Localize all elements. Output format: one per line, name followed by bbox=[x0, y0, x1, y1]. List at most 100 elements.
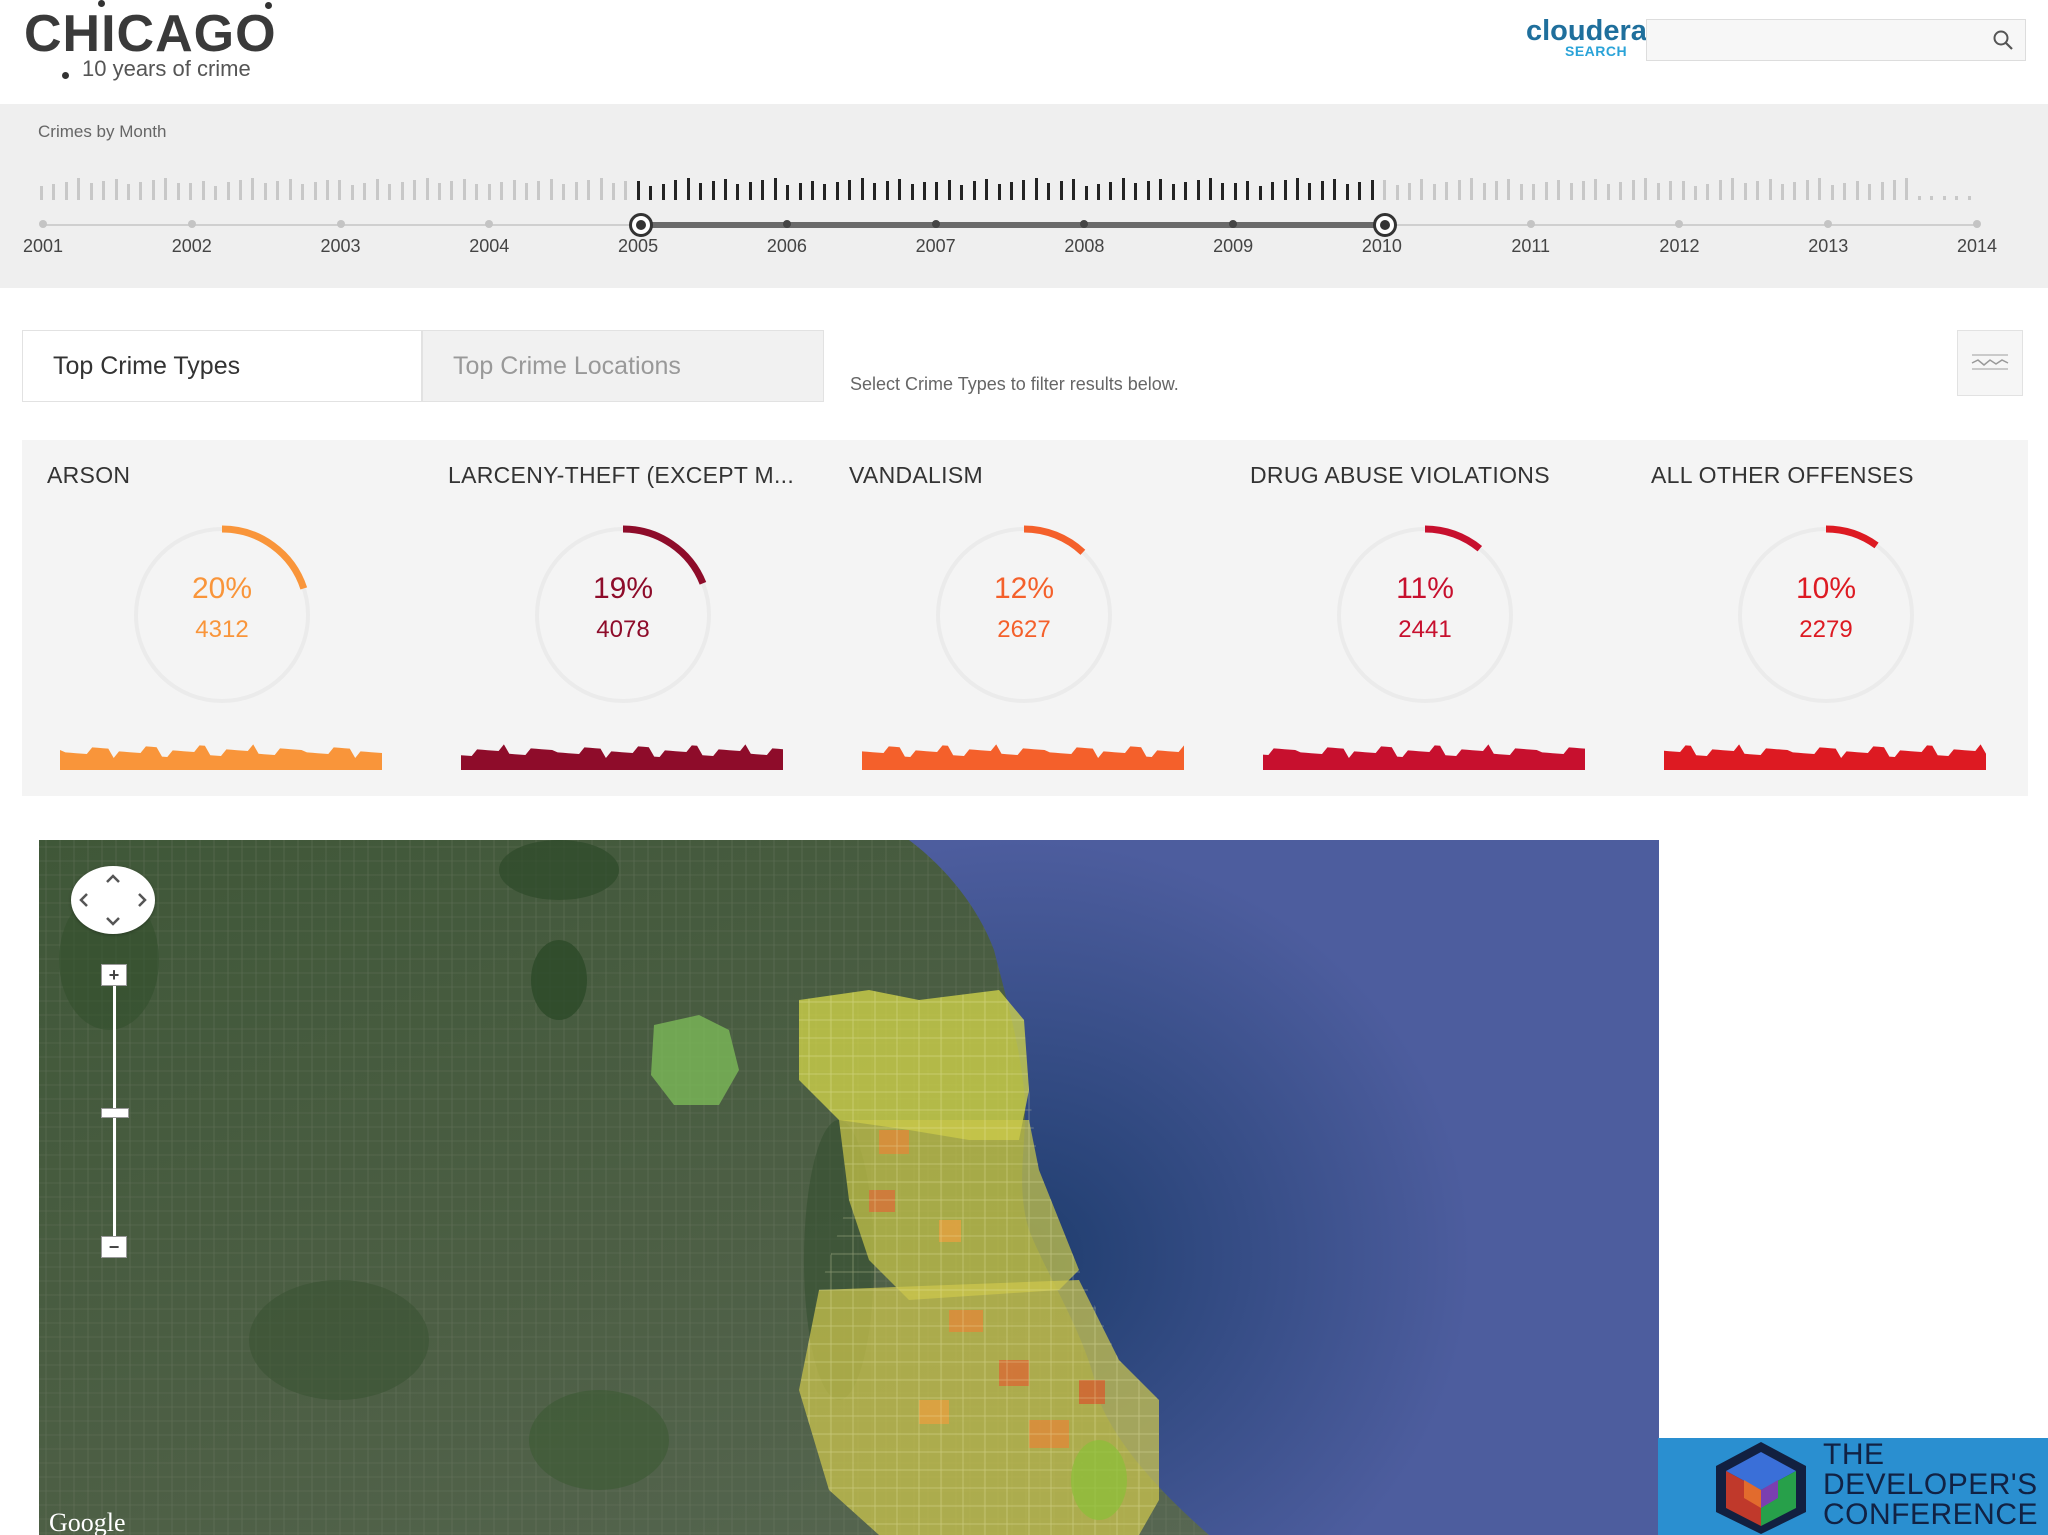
month-tick[interactable] bbox=[1917, 196, 1921, 200]
month-tick[interactable] bbox=[1930, 196, 1934, 200]
month-tick[interactable] bbox=[450, 181, 454, 200]
month-tick[interactable] bbox=[301, 184, 305, 200]
year-axis[interactable] bbox=[39, 213, 1981, 237]
month-tick[interactable] bbox=[1171, 184, 1175, 200]
year-dot[interactable] bbox=[1229, 220, 1238, 228]
month-tick[interactable] bbox=[1022, 180, 1026, 200]
month-tick[interactable] bbox=[860, 178, 864, 200]
month-tick[interactable] bbox=[997, 184, 1001, 200]
month-tick[interactable] bbox=[885, 181, 889, 200]
month-tick[interactable] bbox=[1544, 182, 1548, 200]
monthly-ticks[interactable] bbox=[40, 172, 1980, 200]
month-tick[interactable] bbox=[574, 182, 578, 200]
month-tick[interactable] bbox=[1445, 182, 1449, 200]
zoom-slider-handle[interactable] bbox=[101, 1108, 129, 1118]
month-tick[interactable] bbox=[873, 183, 877, 200]
month-tick[interactable] bbox=[251, 178, 255, 200]
month-tick[interactable] bbox=[587, 180, 591, 200]
month-tick[interactable] bbox=[1258, 186, 1262, 200]
tab-top-crime-locations[interactable]: Top Crime Locations bbox=[422, 330, 824, 402]
crime-card[interactable]: ARSON 20% 4312 bbox=[22, 440, 422, 796]
month-tick[interactable] bbox=[425, 178, 429, 200]
month-tick[interactable] bbox=[1805, 180, 1809, 200]
month-tick[interactable] bbox=[114, 179, 118, 200]
month-tick[interactable] bbox=[661, 184, 665, 200]
month-tick[interactable] bbox=[127, 184, 131, 200]
year-dot[interactable] bbox=[187, 220, 196, 228]
year-dot[interactable] bbox=[1526, 220, 1535, 228]
month-tick[interactable] bbox=[1731, 178, 1735, 200]
month-tick[interactable] bbox=[462, 179, 466, 200]
month-tick[interactable] bbox=[649, 186, 653, 200]
month-tick[interactable] bbox=[1320, 181, 1324, 200]
month-tick[interactable] bbox=[214, 186, 218, 200]
month-tick[interactable] bbox=[1059, 181, 1063, 200]
crime-card[interactable]: ALL OTHER OFFENSES 10% 2279 bbox=[1626, 440, 2026, 796]
month-tick[interactable] bbox=[1507, 179, 1511, 200]
year-dot[interactable] bbox=[1824, 220, 1833, 228]
month-tick[interactable] bbox=[487, 184, 491, 200]
month-tick[interactable] bbox=[699, 183, 703, 200]
month-tick[interactable] bbox=[338, 180, 342, 200]
month-tick[interactable] bbox=[1569, 183, 1573, 200]
month-tick[interactable] bbox=[960, 185, 964, 200]
month-tick[interactable] bbox=[1644, 178, 1648, 200]
month-tick[interactable] bbox=[189, 183, 193, 200]
month-tick[interactable] bbox=[1631, 180, 1635, 200]
month-tick[interactable] bbox=[313, 182, 317, 200]
month-tick[interactable] bbox=[388, 184, 392, 200]
range-start-handle[interactable] bbox=[629, 213, 654, 237]
month-tick[interactable] bbox=[1693, 186, 1697, 200]
month-tick[interactable] bbox=[1308, 183, 1312, 200]
month-tick[interactable] bbox=[1532, 184, 1536, 200]
month-tick[interactable] bbox=[413, 180, 417, 200]
month-tick[interactable] bbox=[1296, 178, 1300, 200]
month-tick[interactable] bbox=[1121, 178, 1125, 200]
month-tick[interactable] bbox=[1470, 178, 1474, 200]
month-tick[interactable] bbox=[400, 182, 404, 200]
month-tick[interactable] bbox=[1221, 183, 1225, 200]
month-tick[interactable] bbox=[276, 181, 280, 200]
month-tick[interactable] bbox=[823, 184, 827, 200]
month-tick[interactable] bbox=[1681, 181, 1685, 200]
month-tick[interactable] bbox=[525, 183, 528, 200]
month-tick[interactable] bbox=[624, 181, 628, 200]
month-tick[interactable] bbox=[1010, 182, 1013, 200]
month-tick[interactable] bbox=[226, 182, 230, 200]
month-tick[interactable] bbox=[1159, 179, 1163, 200]
month-tick[interactable] bbox=[139, 182, 143, 200]
month-tick[interactable] bbox=[811, 181, 815, 200]
month-tick[interactable] bbox=[238, 180, 242, 200]
month-tick[interactable] bbox=[1557, 180, 1561, 200]
month-tick[interactable] bbox=[599, 178, 603, 200]
month-tick[interactable] bbox=[1743, 183, 1747, 200]
year-dot[interactable] bbox=[1675, 220, 1684, 228]
month-tick[interactable] bbox=[1855, 181, 1859, 200]
month-tick[interactable] bbox=[164, 178, 168, 200]
month-tick[interactable] bbox=[748, 182, 752, 200]
selected-range[interactable] bbox=[638, 222, 1382, 228]
month-tick[interactable] bbox=[922, 182, 926, 200]
month-tick[interactable] bbox=[1246, 181, 1250, 200]
month-tick[interactable] bbox=[201, 181, 205, 200]
month-tick[interactable] bbox=[1370, 180, 1374, 200]
month-tick[interactable] bbox=[1283, 180, 1287, 200]
month-tick[interactable] bbox=[151, 180, 155, 200]
month-tick[interactable] bbox=[1482, 183, 1486, 200]
month-tick[interactable] bbox=[40, 186, 43, 200]
month-tick[interactable] bbox=[935, 182, 939, 200]
month-tick[interactable] bbox=[1880, 182, 1884, 200]
month-tick[interactable] bbox=[1109, 182, 1113, 200]
month-tick[interactable] bbox=[375, 179, 379, 200]
month-tick[interactable] bbox=[910, 184, 914, 200]
month-tick[interactable] bbox=[1706, 184, 1710, 200]
month-tick[interactable] bbox=[1942, 196, 1946, 200]
month-tick[interactable] bbox=[1196, 180, 1200, 200]
month-tick[interactable] bbox=[475, 184, 479, 200]
month-tick[interactable] bbox=[77, 178, 81, 200]
month-tick[interactable] bbox=[1582, 181, 1586, 200]
month-tick[interactable] bbox=[1345, 184, 1349, 200]
month-tick[interactable] bbox=[89, 183, 93, 200]
crime-card[interactable]: VANDALISM 12% 2627 bbox=[824, 440, 1224, 796]
month-tick[interactable] bbox=[1756, 181, 1760, 200]
